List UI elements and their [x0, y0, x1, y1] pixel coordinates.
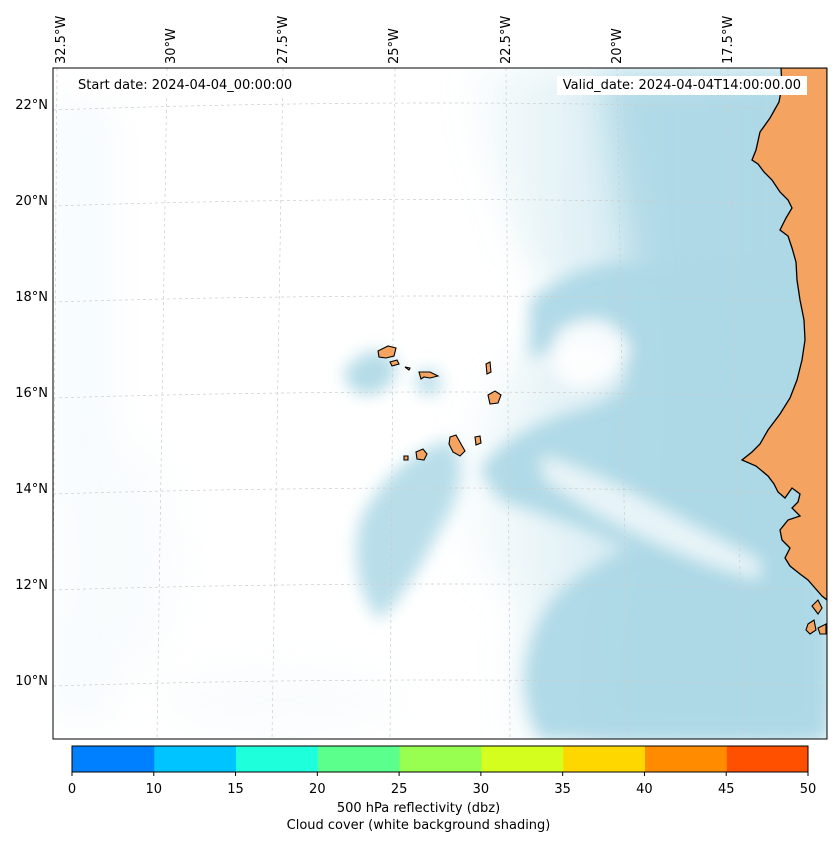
island-fogo	[415, 448, 428, 461]
island-sao-nicolau	[418, 371, 440, 380]
colorbar-segment	[726, 746, 809, 772]
lat-label: 10°N	[15, 674, 48, 689]
island-maio	[474, 435, 482, 446]
africa-coastline	[740, 68, 827, 601]
colorbar-segment	[317, 746, 400, 772]
island-sao-vicente	[389, 359, 400, 367]
colorbar-tick-label: 25	[390, 782, 408, 797]
guinea-coast-islands	[805, 599, 827, 635]
colorbar-tick-label: 45	[717, 782, 735, 797]
island-santiago	[448, 434, 466, 457]
colorbar-tick-label: 15	[227, 782, 244, 797]
cape-verde-islands	[377, 345, 502, 461]
cloud-shading-faint	[53, 100, 400, 730]
colorbar-segment	[399, 746, 482, 772]
colorbar-tick-label: 35	[554, 782, 571, 797]
colorbar-tick-label: 40	[636, 782, 653, 797]
cloud-shading-core	[344, 260, 827, 739]
lat-label: 14°N	[15, 482, 48, 497]
colorbar-tick-label: 20	[309, 782, 326, 797]
island-sal	[485, 361, 492, 375]
map-frame	[52, 67, 828, 740]
colorbar-tick-label: 50	[799, 782, 817, 797]
lat-label: 22°N	[15, 98, 48, 113]
colorbar-segment	[644, 746, 727, 772]
colorbar-segment	[72, 746, 155, 772]
colorbar-sublabel: Cloud cover (white background shading)	[286, 818, 551, 833]
lat-label: 12°N	[15, 578, 48, 593]
start-date-label: Start date: 2024-04-04_00:00:00	[72, 76, 299, 95]
colorbar-tick-label: 10	[145, 782, 163, 797]
colorbar	[71, 745, 809, 776]
island-brava	[403, 455, 409, 461]
lon-label: 30°W	[164, 28, 179, 64]
lon-label: 20°W	[610, 28, 625, 64]
valid-date-label: Valid_date: 2024-04-04T14:00:00.00	[556, 76, 807, 95]
colorbar-segment	[480, 746, 564, 772]
colorbar-segment	[235, 746, 318, 772]
lon-label: 25°W	[387, 28, 402, 64]
colorbar-tick-label: 30	[472, 782, 490, 797]
colorbar-segment	[153, 746, 237, 772]
lon-label: 27.5°W	[276, 15, 291, 64]
colorbar-tick-label: 0	[67, 782, 77, 797]
island-santo-antao	[377, 345, 397, 359]
graticule	[53, 68, 827, 739]
lat-label: 16°N	[15, 386, 48, 401]
lat-label: 18°N	[15, 290, 48, 305]
colorbar-segment	[562, 746, 645, 772]
lon-label: 17.5°W	[721, 15, 736, 64]
colorbar-label: 500 hPa reflectivity (dbz)	[336, 801, 501, 816]
lon-label: 22.5°W	[499, 15, 514, 64]
island-santa-luzia	[404, 366, 411, 371]
lat-label: 20°N	[15, 194, 48, 209]
map-area	[53, 68, 827, 739]
lon-label: 32.5°W	[54, 15, 69, 64]
island-boa-vista	[487, 390, 502, 405]
